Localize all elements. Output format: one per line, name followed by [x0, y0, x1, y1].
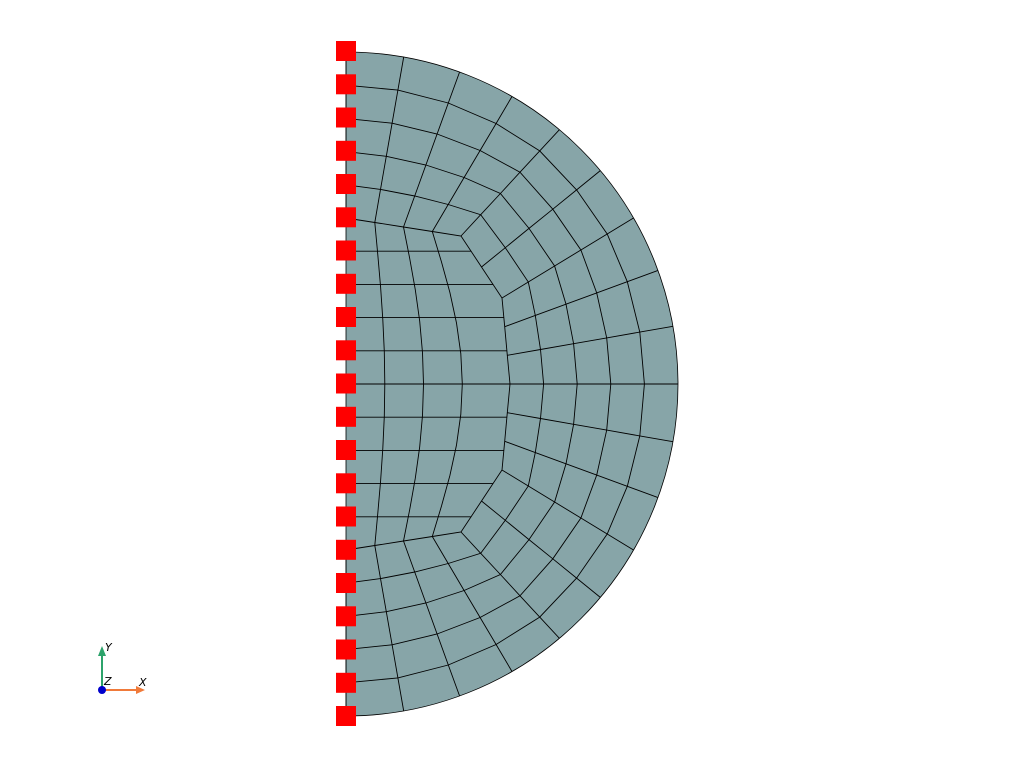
fixed-support-marker: [336, 107, 356, 128]
mesh-radial-line: [460, 129, 560, 237]
mesh-radial-line: [481, 170, 601, 268]
mesh-radial-line: [501, 217, 634, 299]
fixed-support-marker: [336, 406, 356, 427]
mesh-radial-line: [460, 531, 560, 639]
fixed-support-marker: [336, 373, 356, 394]
fixed-support-marker: [336, 606, 356, 627]
mesh-ring-line: [345, 84, 645, 684]
mesh-core-column: [431, 231, 463, 537]
fixed-support-marker: [336, 639, 356, 660]
mesh-radial-line: [501, 469, 634, 551]
fixed-support-marker: [336, 573, 356, 593]
mesh-ring-line: [345, 117, 612, 651]
mesh-radial-line: [403, 540, 461, 697]
x-axis-arrowhead: [136, 686, 145, 694]
mesh-radial-line: [431, 96, 513, 232]
fixed-support-marker: [336, 207, 356, 228]
fixed-support-marker: [336, 307, 356, 327]
y-axis-arrowhead: [98, 646, 106, 656]
mesh-radial-line: [374, 56, 405, 223]
mesh-radial-line: [481, 500, 601, 598]
fixed-support-marker: [336, 41, 356, 61]
mesh-radial-line: [504, 269, 659, 328]
mesh-radial-line: [403, 71, 461, 228]
fixed-support-marker: [336, 174, 356, 194]
fixed-support-markers: [336, 41, 356, 726]
fixed-support-marker: [336, 273, 356, 294]
z-axis-dot: [98, 686, 106, 694]
mesh-radial-line: [431, 536, 513, 672]
fixed-support-marker: [336, 506, 356, 527]
z-axis-label: Z: [103, 675, 112, 688]
mesh-ring-line: [345, 184, 545, 584]
fixed-support-marker: [336, 539, 356, 560]
fixed-support-marker: [336, 440, 356, 460]
mesh-radial-line: [507, 412, 674, 443]
fixed-support-marker: [336, 74, 356, 95]
fixed-support-marker: [336, 340, 356, 361]
fixed-support-marker: [336, 240, 356, 261]
mesh-radial-line: [504, 440, 659, 499]
mesh-radial-line: [374, 545, 405, 712]
mesh-core-column: [403, 226, 424, 542]
axes-triad: Y Z X: [98, 641, 147, 694]
fixed-support-marker: [336, 140, 356, 161]
semicircular-mesh: [345, 51, 679, 717]
mesh-ring-line: [345, 151, 578, 617]
fixed-support-marker: [336, 672, 356, 693]
x-axis-label: X: [138, 676, 147, 689]
fixed-support-marker: [336, 473, 356, 494]
mesh-core-column: [374, 222, 386, 546]
fixed-support-marker: [336, 706, 356, 726]
mesh-radial-line: [507, 325, 674, 356]
y-axis-label: Y: [105, 641, 113, 654]
